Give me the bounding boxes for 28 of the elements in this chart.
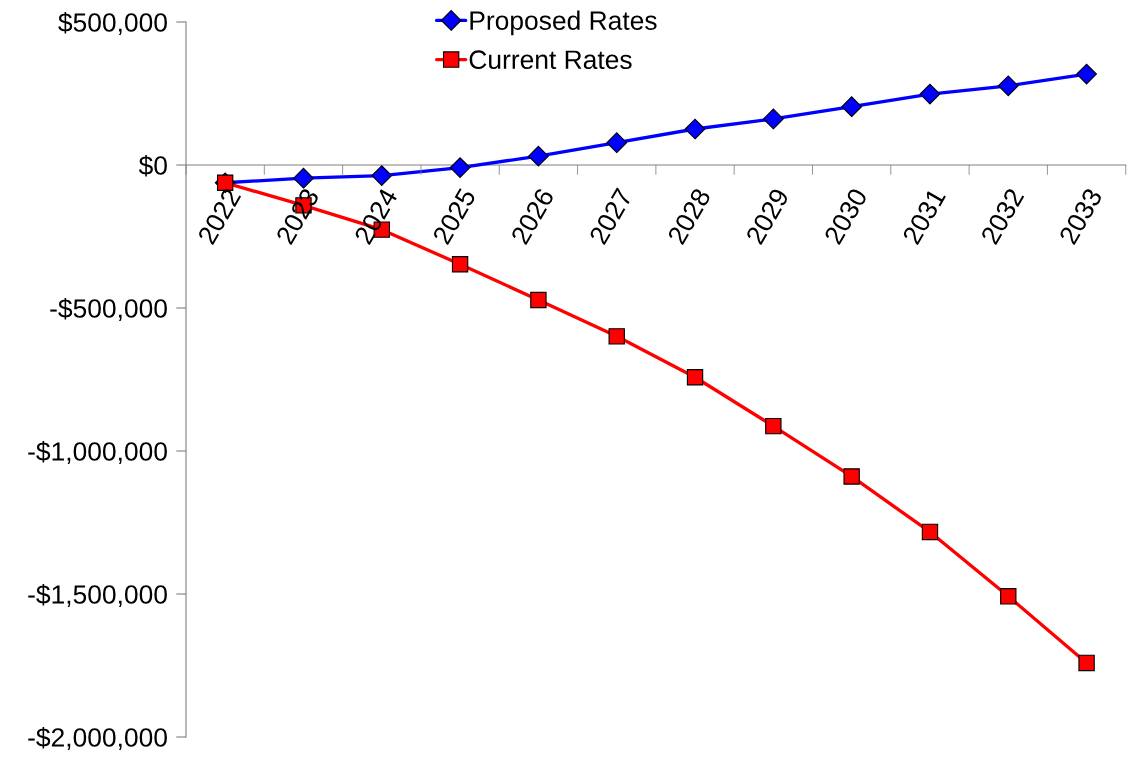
point [843,468,860,485]
point [919,83,941,105]
legend-label: Current Rates [469,50,632,70]
point [921,523,939,541]
point [1076,63,1097,85]
point [684,118,706,140]
y-tick-label: -$1,500,000 [28,584,167,607]
point [449,157,471,178]
point [1000,588,1017,605]
legend-label: Proposed Rates [470,10,657,36]
y-tick-label: -$1,000,000 [28,441,167,464]
y-tick-label: $0 [138,155,167,177]
point [371,165,393,186]
point [608,328,625,345]
y-tick-label: $500,000 [58,12,167,35]
point [606,132,628,154]
y-tick-label: -$500,000 [50,298,167,321]
point [1078,654,1095,672]
point [841,96,863,118]
point [451,256,469,273]
point [762,108,784,130]
point [686,369,704,386]
point [528,145,549,167]
point [293,167,314,189]
y-tick-label: -$2,000,000 [28,727,167,750]
point [530,291,547,309]
point [765,417,782,435]
point [997,75,1019,97]
